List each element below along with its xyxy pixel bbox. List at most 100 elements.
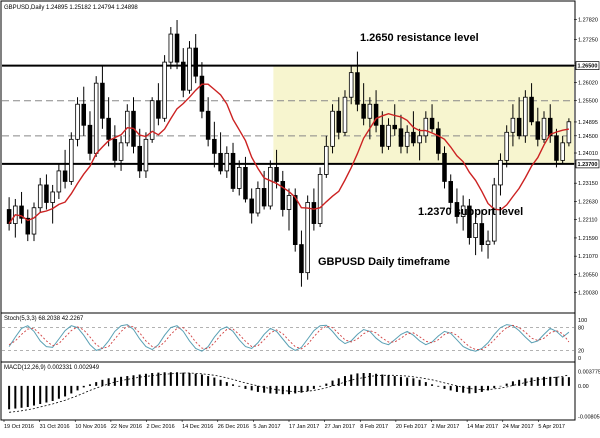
candle-body	[504, 131, 509, 161]
macd-bar-87	[549, 376, 552, 386]
macd-bar-58	[368, 373, 371, 386]
macd-bar-12	[82, 385, 85, 388]
candle-46	[292, 188, 298, 252]
macd-bar-68	[431, 384, 434, 386]
candle-body	[436, 128, 441, 154]
macd-bar-20	[132, 375, 135, 386]
macd-bar-10	[70, 385, 73, 394]
candle-body	[100, 82, 105, 119]
macd-bar-34	[219, 379, 222, 386]
macd-bar-79	[499, 385, 502, 387]
candle-89	[560, 135, 565, 164]
candle-body	[467, 205, 472, 238]
candle-62	[392, 104, 398, 136]
candle-body	[299, 244, 304, 274]
macd-bar-29	[188, 373, 191, 386]
macd-bar-43	[275, 385, 278, 394]
candle-80	[504, 125, 509, 168]
candle-77	[485, 230, 491, 259]
macd-bar-77	[487, 385, 490, 391]
macd-bar-57	[362, 373, 365, 386]
stoch-tick-label: 0	[578, 356, 581, 362]
macd-bar-45	[288, 385, 290, 395]
macd-bar-76	[480, 385, 483, 392]
candle-body	[224, 152, 230, 172]
macd-bar-5	[39, 385, 42, 405]
macd-bar-36	[232, 384, 235, 386]
macd-bar-39	[250, 385, 253, 391]
candle-body	[560, 142, 565, 161]
stoch-signal-line	[8, 324, 570, 351]
candle-8	[56, 163, 62, 199]
candle-53	[336, 97, 342, 140]
candle-body	[317, 174, 323, 224]
macd-bar-81	[511, 381, 514, 386]
candle-26	[168, 27, 174, 70]
candle-body	[199, 75, 205, 112]
macd-bar-23	[151, 373, 154, 386]
macd-bar-42	[269, 385, 272, 394]
candle-body	[243, 166, 248, 200]
price-tick-label: 1.23150	[578, 181, 598, 187]
candle-body	[336, 110, 342, 133]
candle-7	[50, 184, 55, 224]
candle-65	[411, 111, 416, 147]
candle-36	[230, 142, 236, 192]
price-tick-label: 1.21590	[578, 236, 598, 242]
macd-bar-70	[443, 385, 446, 389]
macd-bar-73	[462, 385, 465, 393]
macd-bar-24	[157, 372, 160, 386]
candle-body	[367, 103, 373, 119]
candle-body	[479, 223, 485, 245]
candle-17	[112, 125, 118, 168]
macd-bar-64	[406, 377, 409, 386]
macd-bar-50	[319, 385, 322, 387]
candle-55	[348, 65, 354, 105]
candle-86	[541, 111, 547, 143]
macd-bar-30	[194, 373, 197, 386]
candle-21	[137, 128, 142, 178]
candle-body	[523, 96, 528, 137]
candle-2	[19, 191, 24, 224]
candle-68	[429, 104, 435, 133]
macd-bar-8	[57, 385, 60, 399]
candle-15	[100, 65, 105, 129]
candle-body	[392, 124, 398, 130]
macd-bar-66	[418, 379, 421, 386]
macd-bar-31	[200, 374, 203, 386]
symbol-header: GBPUSD,Daily 1.24895 1.25182 1.24794 1.2…	[4, 5, 138, 11]
x-tick-label: 5 Apr 2017	[538, 424, 565, 430]
candle-50	[317, 167, 323, 228]
macd-bar-14	[95, 382, 98, 386]
candle-25	[162, 55, 167, 122]
candle-16	[106, 97, 111, 147]
macd-bar-3	[26, 385, 29, 408]
macd-bar-15	[101, 379, 104, 386]
candle-body	[348, 72, 354, 98]
macd-bar-49	[312, 385, 315, 389]
candle-28	[180, 48, 186, 98]
candle-body	[44, 184, 49, 203]
candle-body	[261, 188, 267, 207]
x-tick-label: 2 Dec 2016	[147, 424, 175, 430]
candle-78	[491, 177, 497, 245]
candle-39	[249, 188, 254, 224]
candle-body	[423, 117, 429, 137]
candle-body	[485, 240, 491, 245]
candle-body	[442, 152, 447, 182]
candle-body	[56, 170, 62, 193]
macd-bar-80	[505, 383, 508, 386]
macd-tick-label: 0.003775	[578, 370, 600, 376]
candle-body	[81, 103, 87, 126]
candle-body	[75, 103, 80, 140]
candle-47	[299, 230, 304, 287]
level-price-box-label: 1.26500	[578, 64, 598, 70]
candle-body	[292, 195, 298, 245]
macd-bar-25	[163, 372, 166, 386]
x-tick-label: 26 Dec 2016	[218, 424, 249, 430]
candle-body	[330, 110, 335, 147]
level-price-box-0	[575, 61, 600, 70]
candle-56	[355, 51, 360, 112]
macd-bar-18	[120, 376, 123, 386]
candle-67	[423, 111, 429, 143]
